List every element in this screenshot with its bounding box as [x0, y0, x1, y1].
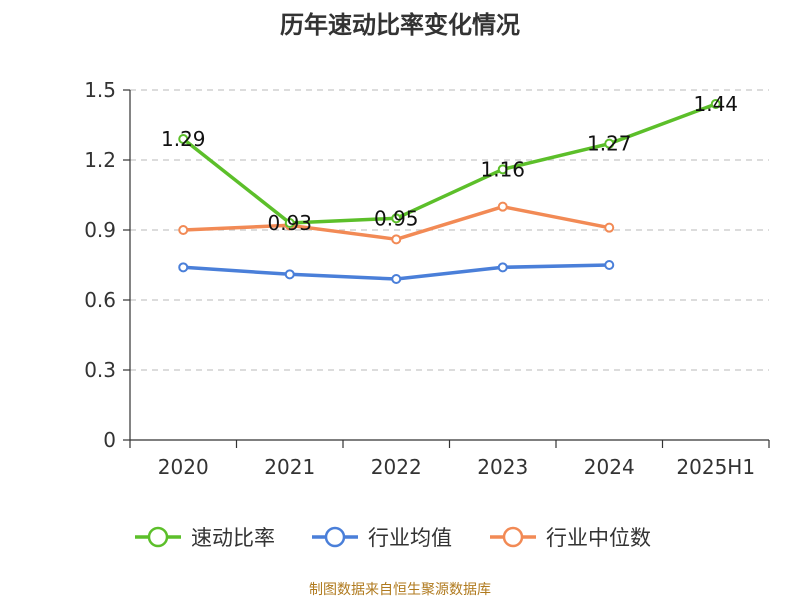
data-point: [391, 213, 402, 224]
x-axis: 2020 2021 2022 2023 2024 2025H1: [129, 439, 770, 479]
legend[interactable]: 速动比率 行业均值 行业中位数: [135, 526, 651, 550]
legend-label: 行业中位数: [546, 526, 651, 550]
source-note: 制图数据来自恒生聚源数据库: [309, 582, 491, 598]
legend-item-1[interactable]: 行业均值: [312, 526, 452, 550]
y-tick-label: 0.6: [84, 288, 116, 312]
data-labels: 1.29 0.93 0.95 1.16 1.27 1.44: [161, 92, 738, 235]
data-point: [178, 225, 189, 235]
data-point: [497, 262, 508, 273]
legend-marker: [147, 526, 169, 548]
series-line-0: [181, 102, 718, 225]
grid-lines: [130, 89, 769, 371]
legend-item-0[interactable]: 速动比率: [135, 526, 275, 550]
x-tick-label: 2023: [477, 455, 528, 479]
x-tick-label: 2025H1: [676, 455, 755, 479]
data-point: [604, 260, 615, 270]
data-point: [284, 218, 295, 228]
data-point: [604, 138, 615, 149]
data-label: 1.27: [587, 132, 632, 156]
data-label: 1.44: [693, 92, 738, 116]
y-tick-label: 0.9: [84, 218, 116, 242]
data-point: [178, 134, 189, 144]
data-point: [391, 274, 402, 284]
legend-label: 速动比率: [191, 526, 275, 550]
x-tick-label: 2020: [158, 455, 209, 479]
data-point: [391, 234, 402, 245]
data-label: 0.95: [374, 206, 419, 230]
x-tick-label: 2024: [584, 455, 635, 479]
x-tick-label: 2021: [264, 455, 315, 479]
data-label: 0.93: [267, 211, 312, 235]
y-axis: 0 0.3 0.6 0.9 1.2 1.5: [84, 78, 131, 452]
legend-item-2[interactable]: 行业中位数: [490, 526, 651, 550]
series-group: [178, 99, 721, 284]
data-point: [497, 164, 508, 175]
data-point: [710, 99, 721, 109]
legend-label: 行业均值: [368, 526, 452, 550]
data-label: 1.29: [161, 127, 206, 151]
data-point: [284, 269, 295, 280]
legend-marker: [502, 526, 524, 548]
data-point: [497, 201, 508, 212]
data-point: [604, 222, 615, 233]
data-point: [178, 262, 189, 273]
y-tick-label: 1.2: [84, 148, 116, 172]
data-label: 1.16: [480, 157, 525, 181]
legend-marker: [324, 526, 346, 548]
y-tick-label: 0: [103, 428, 116, 452]
x-tick-label: 2022: [371, 455, 422, 479]
chart-title: 历年速动比率变化情况: [280, 11, 520, 39]
y-tick-label: 1.5: [84, 78, 116, 102]
y-tick-label: 0.3: [84, 358, 116, 382]
